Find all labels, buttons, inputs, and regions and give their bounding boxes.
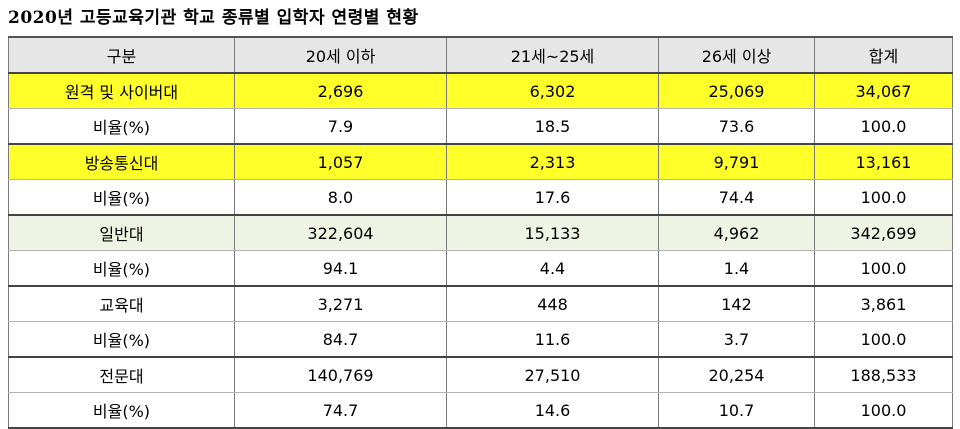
table-cell: 13,161 [814,143,953,180]
table-cell: 27,510 [446,356,659,393]
table-cell: 7.9 [234,108,447,145]
header-total: 합계 [814,36,953,74]
table-cell: 1,057 [234,143,447,180]
table-cell: 34,067 [814,72,953,109]
table-row: 방송통신대 1,057 2,313 9,791 13,161 [8,143,953,180]
table-cell: 2,313 [446,143,659,180]
row-label: 교육대 [8,285,235,322]
row-label: 비율(%) [8,108,235,145]
table-row: 비율(%) 7.9 18.5 73.6 100.0 [8,108,953,145]
row-label: 전문대 [8,356,235,393]
row-label: 비율(%) [8,250,235,287]
admissions-age-table: 구분 20세 이하 21세~25세 26세 이상 합계 원격 및 사이버대 2,… [8,36,953,429]
table-cell: 20,254 [658,356,815,393]
table-cell: 8.0 [234,179,447,216]
table-cell: 100.0 [814,179,953,216]
row-label: 원격 및 사이버대 [8,72,235,109]
table-cell: 84.7 [234,321,447,358]
table-cell: 94.1 [234,250,447,287]
table-cell: 74.4 [658,179,815,216]
header-category: 구분 [8,36,235,74]
table-cell: 4,962 [658,214,815,251]
table-cell: 3,861 [814,285,953,322]
table-cell: 342,699 [814,214,953,251]
table-cell: 100.0 [814,250,953,287]
table-cell: 140,769 [234,356,447,393]
row-label: 비율(%) [8,321,235,358]
table-cell: 322,604 [234,214,447,251]
row-label: 방송통신대 [8,143,235,180]
header-row: 구분 20세 이하 21세~25세 26세 이상 합계 [8,36,953,74]
header-age-26-over: 26세 이상 [658,36,815,74]
table-cell: 3.7 [658,321,815,358]
table-title: 2020년 고등교육기관 학교 종류별 입학자 연령별 현황 [8,8,419,28]
table-cell: 3,271 [234,285,447,322]
table-cell: 448 [446,285,659,322]
table-row: 교육대 3,271 448 142 3,861 [8,285,953,322]
table-cell: 11.6 [446,321,659,358]
table-cell: 73.6 [658,108,815,145]
table-cell: 25,069 [658,72,815,109]
table-cell: 6,302 [446,72,659,109]
table-cell: 100.0 [814,108,953,145]
table-row: 전문대 140,769 27,510 20,254 188,533 [8,356,953,393]
table-cell: 4.4 [446,250,659,287]
header-age-21-25: 21세~25세 [446,36,659,74]
table-cell: 142 [658,285,815,322]
table-cell: 100.0 [814,321,953,358]
table-cell: 1.4 [658,250,815,287]
table-row: 원격 및 사이버대 2,696 6,302 25,069 34,067 [8,72,953,109]
table-cell: 18.5 [446,108,659,145]
table-cell: 17.6 [446,179,659,216]
table-row: 일반대 322,604 15,133 4,962 342,699 [8,214,953,251]
header-age-20-under: 20세 이하 [234,36,447,74]
table-cell: 15,133 [446,214,659,251]
table-row: 비율(%) 8.0 17.6 74.4 100.0 [8,179,953,216]
table-cell: 9,791 [658,143,815,180]
row-label: 비율(%) [8,179,235,216]
table-cell: 2,696 [234,72,447,109]
table-row: 비율(%) 84.7 11.6 3.7 100.0 [8,321,953,358]
table-cell: 188,533 [814,356,953,393]
table-row: 비율(%) 94.1 4.4 1.4 100.0 [8,250,953,287]
row-label: 일반대 [8,214,235,251]
